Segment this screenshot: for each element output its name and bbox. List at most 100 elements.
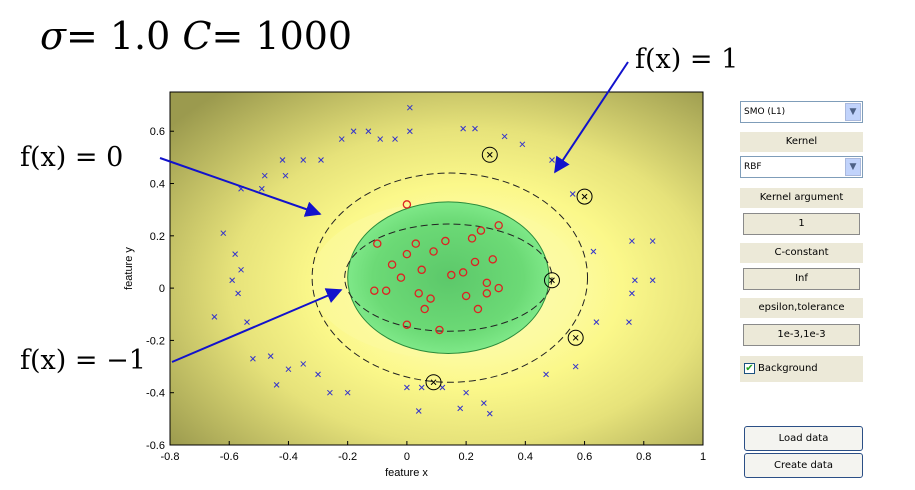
data-point-circle [435, 325, 444, 335]
y-tick-label: 0.2 [150, 231, 165, 243]
data-point-circle [488, 255, 498, 264]
x-tick-label: 0.8 [636, 451, 651, 463]
data-point-circle [417, 265, 426, 275]
data-point-cross [626, 319, 632, 325]
annotation-f1: f(x) = 1 [635, 44, 739, 75]
data-point-circle [370, 286, 379, 295]
epsilon-tolerance-field[interactable]: 1e-3,1e-3 [743, 324, 860, 346]
background-label: Background [758, 363, 818, 374]
chevron-down-icon[interactable]: ▼ [845, 103, 861, 121]
support-vector [576, 188, 593, 205]
data-point-cross [273, 382, 280, 388]
x-tick-label: -0.6 [220, 451, 239, 463]
data-point-circle [402, 200, 412, 209]
data-point-cross [232, 251, 238, 257]
data-point-cross [439, 384, 446, 391]
kernel-argument-field[interactable]: 1 [743, 213, 860, 235]
support-vector [543, 272, 560, 289]
checkmark-icon[interactable]: ✔ [744, 363, 755, 374]
c-constant-field[interactable]: Inf [743, 268, 860, 290]
data-point-circle [473, 304, 483, 314]
axes: -0.8 -0.6 -0.4 -0.2 0 0.2 0.4 0.6 0.8 1-0.6-0.4-0… [123, 91, 706, 479]
data-point-cross [590, 248, 597, 255]
data-point-cross [267, 353, 274, 359]
x-tick-label: 1 [700, 451, 706, 463]
data-point-cross [463, 389, 469, 396]
data-point-circle [373, 239, 382, 248]
data-point-circle [467, 234, 477, 243]
data-point-circle [458, 268, 468, 277]
data-point-circle [420, 304, 429, 314]
margin-contour-minus [344, 223, 553, 332]
x-tick-label: 0 [404, 451, 410, 463]
data-point-cross [415, 408, 422, 414]
data-point-circle [461, 291, 471, 301]
data-point-circle [482, 289, 492, 298]
data-point-cross [593, 319, 600, 325]
y-tick-label: -0.6 [146, 440, 165, 452]
x-tick-label: -0.4 [279, 451, 298, 463]
data-point-circle [414, 289, 423, 298]
chart-title: σ= 1.0 C= 1000 [40, 14, 352, 58]
background-checkbox[interactable]: ✔ Background [740, 356, 863, 382]
y-axis-label: feature y [123, 247, 135, 290]
x-axis-label: feature x [385, 467, 428, 479]
kernel-select[interactable]: RBF ▼ [740, 156, 863, 178]
arrow-f1 [554, 61, 629, 174]
data-point-cross [649, 277, 656, 284]
data-point-cross [569, 191, 576, 197]
data-point-cross [457, 405, 464, 412]
margin-contour-plus [311, 172, 589, 383]
solver-select[interactable]: SMO (L1) ▼ [740, 101, 863, 123]
c-symbol: C [182, 14, 212, 58]
data-point-cross [632, 277, 638, 284]
data-point-cross [282, 172, 289, 179]
data-point-cross [649, 238, 656, 244]
support-vector [567, 329, 584, 346]
c-value: = 1000 [211, 14, 353, 58]
sigma-value: = 1.0 [65, 14, 171, 58]
data-point-circle [402, 320, 412, 329]
chevron-down-icon[interactable]: ▼ [845, 158, 861, 176]
data-point-cross [338, 136, 345, 142]
data-point-cross [549, 157, 555, 163]
data-point-cross [519, 141, 526, 148]
data-marks [211, 104, 656, 417]
create-data-button[interactable]: Create data [744, 453, 863, 478]
load-data-button[interactable]: Load data [744, 426, 863, 451]
epsilon-tolerance-label: epsilon,tolerance [740, 298, 863, 318]
data-point-cross [258, 185, 265, 192]
data-point-cross [460, 125, 467, 132]
y-tick-label: 0 [159, 283, 165, 295]
x-tick-label: 0.6 [577, 451, 592, 463]
data-point-cross [543, 371, 549, 378]
data-point-cross [244, 319, 250, 325]
data-point-cross [229, 277, 236, 284]
data-point-cross [365, 128, 372, 135]
x-tick-label: -0.2 [338, 451, 357, 463]
data-point-circle [402, 249, 412, 259]
data-point-cross [261, 172, 268, 179]
data-point-cross [300, 361, 307, 367]
support-vector [481, 146, 498, 163]
data-point-cross [629, 238, 635, 244]
data-point-cross [238, 266, 244, 273]
data-point-cross [211, 314, 218, 320]
data-point-cross [406, 128, 413, 135]
data-point-cross [472, 125, 478, 132]
arrow-f0 [159, 157, 322, 217]
data-point-cross [220, 230, 227, 237]
data-point-cross [235, 290, 241, 297]
data-point-cross [318, 157, 324, 163]
c-constant-label: C-constant [740, 243, 863, 263]
support-vector [425, 374, 442, 391]
data-point-cross [377, 136, 384, 142]
data-point-cross [285, 366, 292, 373]
data-point-cross [327, 389, 333, 396]
data-point-cross [406, 104, 413, 111]
annotation-fm1: f(x) = −1 [20, 345, 146, 376]
data-point-circle [429, 247, 438, 256]
data-point-circle [426, 294, 435, 303]
annotation-arrows [159, 61, 629, 363]
